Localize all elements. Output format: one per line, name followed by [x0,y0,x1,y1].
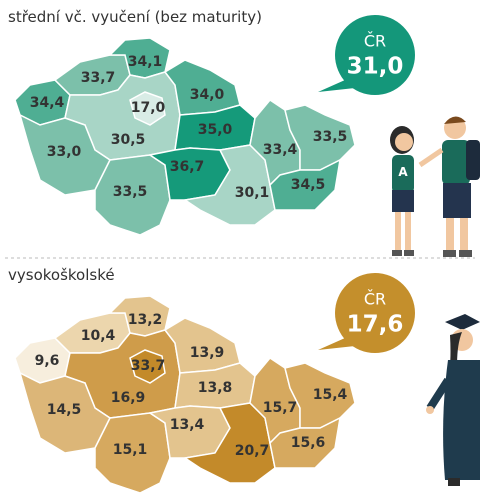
region-value: 34,4 [30,95,65,111]
section-title: střední vč. vyučení (bez maturity) [8,8,262,26]
national-bubble [335,15,415,95]
region [129,91,166,126]
region-value: 17,0 [131,100,166,116]
region [269,416,341,469]
region-value: 34,0 [190,87,225,103]
region-value: 34,1 [128,54,163,70]
region-value: 9,6 [35,353,60,369]
region-value: 15,4 [313,387,348,403]
region-value: 33,7 [81,70,116,86]
students-illustration: A [390,116,480,257]
region [269,158,341,211]
region-value: 33,5 [113,184,148,200]
region-value: 36,7 [170,159,205,175]
region [129,349,166,384]
bubble-tail [318,80,355,92]
region-value: 33,4 [263,142,298,158]
region-value: 13,9 [190,345,225,361]
region-value: 33,7 [131,358,166,374]
national-label: ČR [364,32,386,51]
national-bubble [335,273,415,353]
region-value: 30,1 [235,185,270,201]
region-value: 13,8 [198,380,233,396]
region-map: střední vč. vyučení (bez maturity) 34,4 33… [8,8,415,236]
region-value: 34,5 [291,177,326,193]
region-value: 13,4 [170,417,205,433]
region-value: 10,4 [81,328,116,344]
svg-text:A: A [398,165,408,179]
region-value: 33,5 [313,129,348,145]
region-value: 30,5 [111,132,146,148]
national-label: ČR [364,290,386,309]
region-value: 16,9 [111,390,146,406]
region-value: 14,5 [47,402,82,418]
region-value: 15,1 [113,442,148,458]
region-value: 15,7 [263,400,298,416]
bubble-tail [318,338,355,350]
national-value: 31,0 [347,54,404,80]
national-value: 17,6 [347,312,404,338]
region-value: 35,0 [198,122,233,138]
region-value: 15,6 [291,435,326,451]
region-map: vysokoškolské 9,6 10,4 13,2 16,9 13,9 13,8 14,5… [8,266,415,494]
graduate-illustration [426,314,480,486]
section-title: vysokoškolské [8,266,115,284]
region [94,154,171,236]
region-value: 20,7 [235,443,270,459]
region-value: 33,0 [47,144,82,160]
region [94,412,171,494]
region-value: 13,2 [128,312,163,328]
